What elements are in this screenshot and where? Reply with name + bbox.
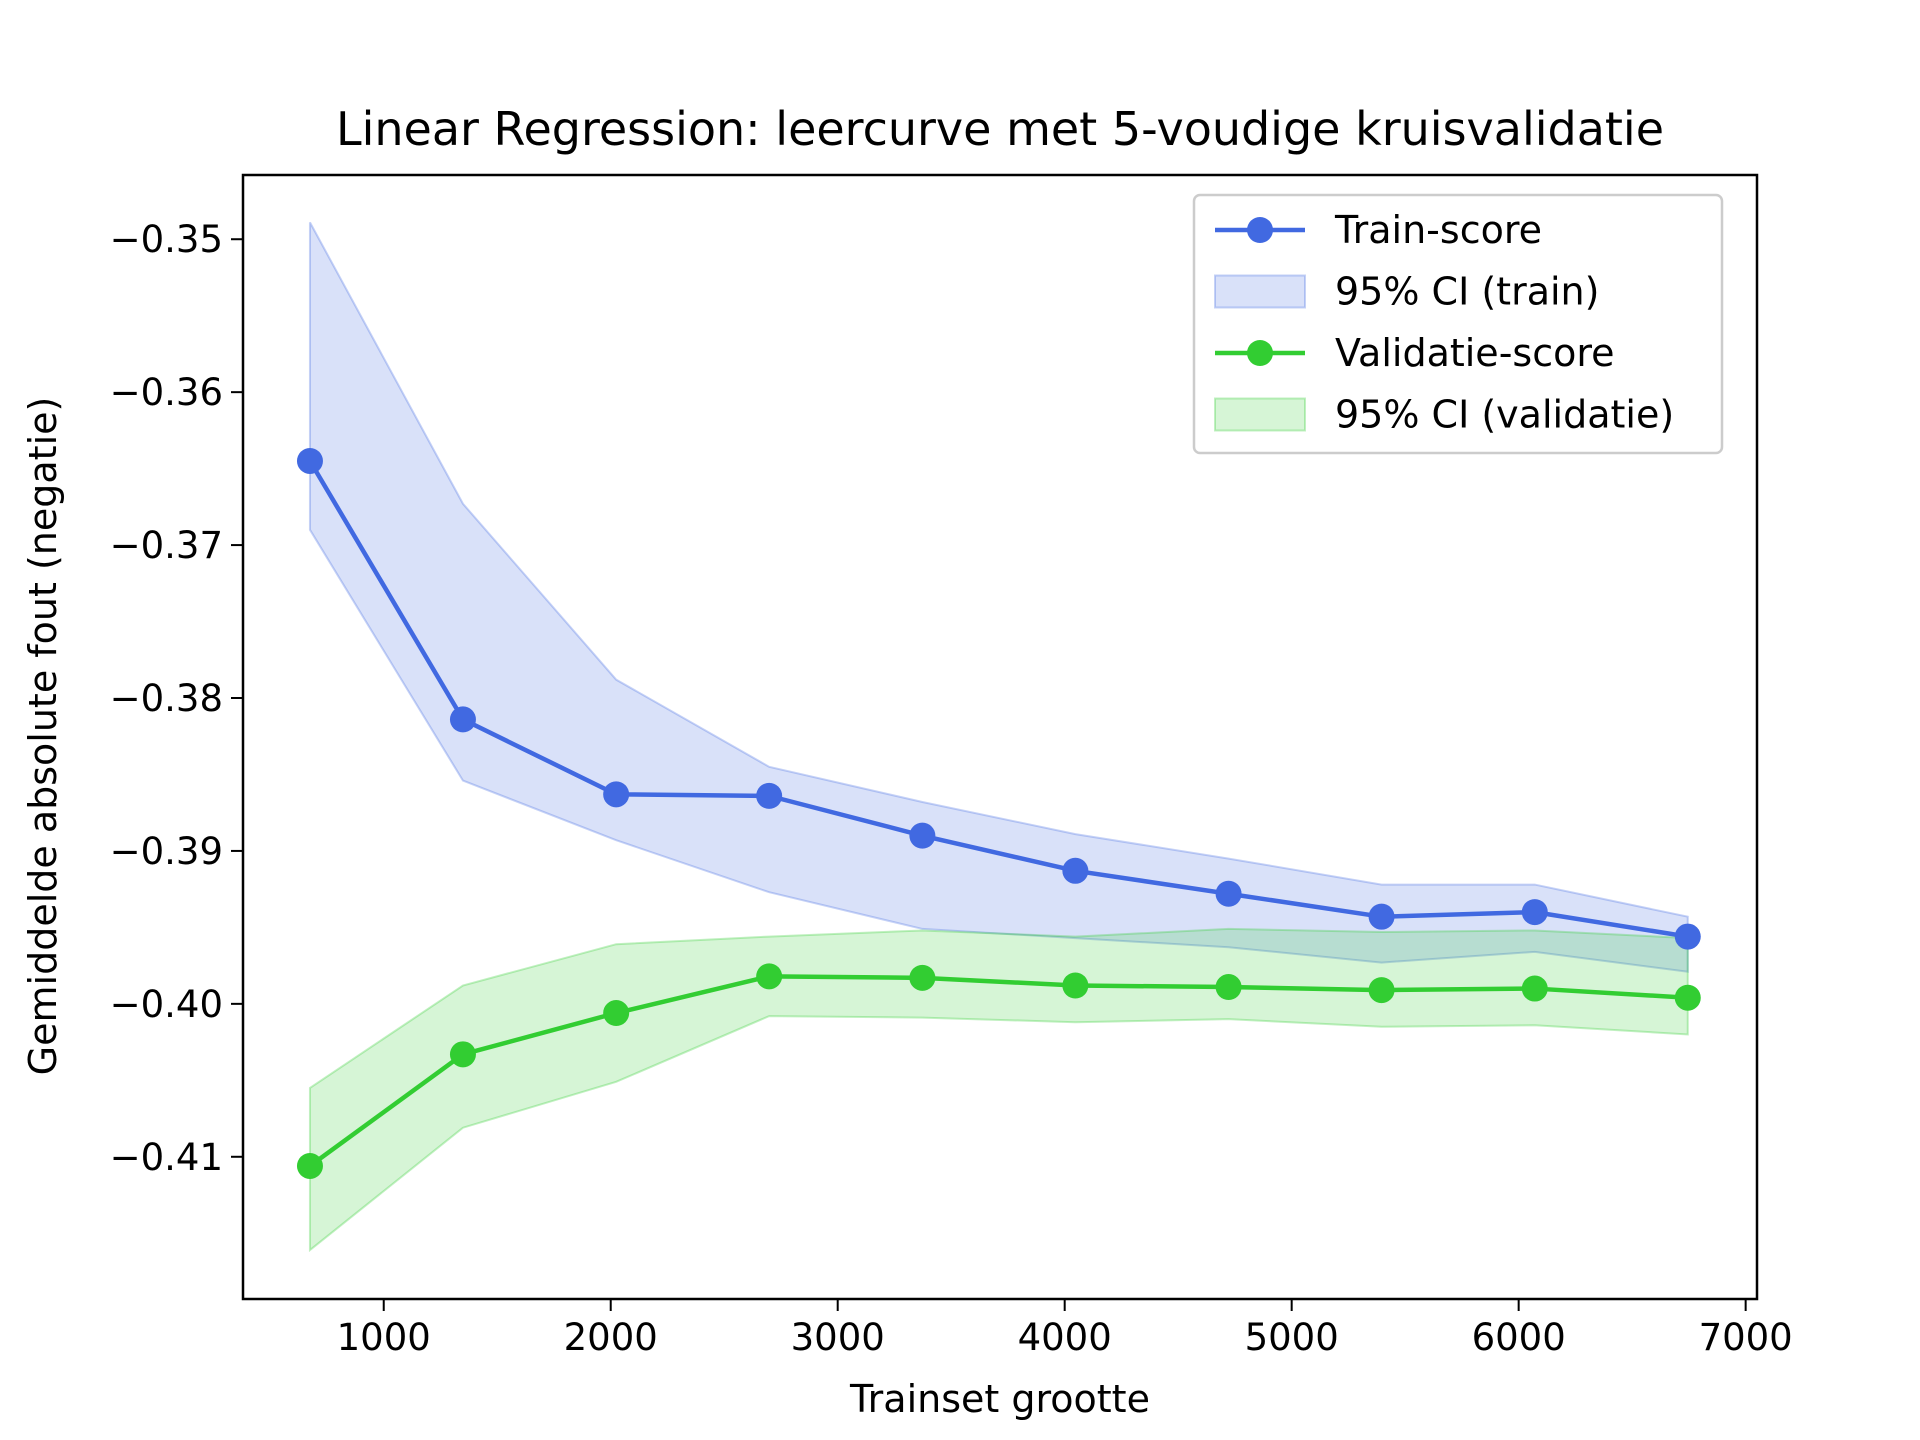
series-0-point-4	[909, 822, 936, 849]
series-0-point-7	[1368, 903, 1395, 930]
series-1-point-0	[296, 1152, 323, 1179]
legend-label-0: Train-score	[1334, 208, 1542, 252]
y-tick-label-3: −0.38	[110, 677, 223, 720]
x-tick-label-0: 1000	[337, 1316, 431, 1359]
legend-marker-0	[1247, 217, 1273, 243]
series-0-point-6	[1215, 880, 1242, 907]
axis-ticks: 1000 2000 3000 4000 5000 6000 7000 −0.35 −0.36 −0…	[110, 218, 1793, 1359]
axes-frame	[241, 173, 1759, 1301]
y-tick-label-2: −0.37	[110, 524, 223, 567]
plot-area	[296, 221, 1701, 1253]
legend-label-1: 95% CI (train)	[1335, 270, 1599, 314]
legend-patch-3	[1214, 397, 1306, 432]
series-1-point-2	[603, 1000, 630, 1027]
y-axis-label: Gemiddelde absolute fout (negatie)	[21, 397, 65, 1076]
y-tick-label-5: −0.40	[110, 983, 223, 1026]
legend: Train-score 95% CI (train) Validatie-score…	[1192, 193, 1724, 455]
series-1-point-4	[909, 964, 936, 991]
x-tick-label-6: 7000	[1699, 1316, 1793, 1359]
y-tick-label-6: −0.41	[110, 1136, 223, 1179]
series-0-point-5	[1062, 857, 1089, 884]
chart-title: Linear Regression: leercurve met 5-voudi…	[336, 102, 1664, 156]
series-0-point-0	[296, 447, 323, 474]
y-tick-label-4: −0.39	[110, 830, 223, 873]
ci-band-0	[308, 221, 1689, 973]
series-line-0	[308, 459, 1689, 939]
x-tick-label-3: 4000	[1018, 1316, 1112, 1359]
x-tick-label-2: 3000	[791, 1316, 885, 1359]
series-0-point-1	[449, 706, 476, 733]
x-tick-label-1: 2000	[564, 1316, 658, 1359]
series-1-point-5	[1062, 972, 1089, 999]
legend-marker-2	[1247, 340, 1273, 366]
series-0-point-2	[603, 781, 630, 808]
series-1-point-8	[1521, 975, 1548, 1002]
series-1-point-3	[756, 963, 783, 990]
legend-label-3: 95% CI (validatie)	[1335, 393, 1674, 437]
series-0-point-3	[756, 782, 783, 809]
series-1-point-1	[449, 1041, 476, 1068]
series-line-1	[308, 974, 1688, 1168]
legend-label-2: Validatie-score	[1335, 331, 1615, 375]
x-tick-label-5: 6000	[1472, 1316, 1566, 1359]
series-0-point-9	[1674, 923, 1701, 950]
series-1-point-9	[1674, 984, 1701, 1011]
series-1-point-7	[1368, 977, 1395, 1004]
legend-box	[1192, 193, 1724, 455]
x-tick-label-4: 5000	[1245, 1316, 1339, 1359]
series-0-point-8	[1521, 899, 1548, 926]
series-1-point-6	[1215, 974, 1242, 1001]
legend-patch-1	[1214, 274, 1306, 309]
x-axis-label: Trainset grootte	[849, 1377, 1150, 1421]
y-tick-label-1: −0.36	[110, 371, 223, 414]
y-tick-label-0: −0.35	[110, 218, 223, 261]
ci-band-1	[308, 927, 1689, 1253]
